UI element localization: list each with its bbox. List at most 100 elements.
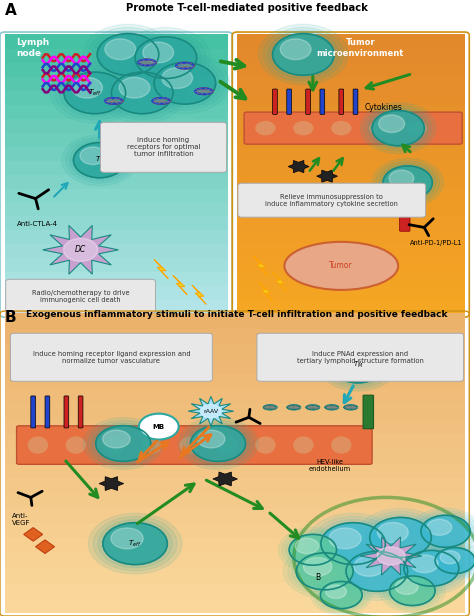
Polygon shape — [273, 272, 287, 291]
Polygon shape — [154, 259, 168, 278]
Circle shape — [383, 166, 432, 199]
FancyBboxPatch shape — [5, 229, 228, 244]
Polygon shape — [99, 477, 124, 490]
FancyBboxPatch shape — [45, 396, 50, 428]
FancyBboxPatch shape — [5, 270, 228, 286]
Text: Lymph
node: Lymph node — [17, 38, 50, 58]
Circle shape — [264, 27, 343, 81]
Polygon shape — [188, 397, 234, 426]
Circle shape — [126, 31, 206, 85]
Circle shape — [390, 576, 435, 606]
Circle shape — [140, 53, 229, 113]
Circle shape — [282, 530, 344, 570]
Circle shape — [337, 352, 365, 370]
FancyBboxPatch shape — [5, 507, 465, 523]
Circle shape — [346, 551, 408, 591]
Circle shape — [386, 573, 438, 608]
Circle shape — [322, 342, 393, 388]
FancyBboxPatch shape — [5, 447, 465, 463]
Circle shape — [62, 135, 137, 185]
Circle shape — [326, 585, 346, 599]
Circle shape — [139, 414, 179, 440]
Circle shape — [154, 62, 216, 104]
Text: Anti-CTLA-4: Anti-CTLA-4 — [17, 221, 57, 227]
Circle shape — [55, 66, 135, 120]
Circle shape — [93, 516, 177, 571]
Circle shape — [377, 547, 405, 565]
FancyBboxPatch shape — [5, 131, 228, 147]
FancyBboxPatch shape — [287, 89, 292, 115]
Circle shape — [292, 550, 357, 593]
Text: $T_{eff}$: $T_{eff}$ — [128, 538, 142, 549]
Circle shape — [268, 31, 339, 78]
FancyBboxPatch shape — [237, 103, 465, 119]
Circle shape — [73, 142, 126, 178]
FancyBboxPatch shape — [237, 187, 465, 203]
FancyBboxPatch shape — [5, 432, 465, 448]
Circle shape — [145, 56, 225, 110]
Circle shape — [413, 511, 474, 552]
Circle shape — [259, 24, 348, 84]
Circle shape — [130, 34, 201, 81]
FancyBboxPatch shape — [237, 270, 465, 286]
Circle shape — [65, 137, 133, 183]
Circle shape — [395, 580, 418, 594]
Ellipse shape — [284, 242, 398, 290]
FancyBboxPatch shape — [17, 426, 372, 464]
FancyBboxPatch shape — [5, 417, 465, 434]
FancyBboxPatch shape — [273, 89, 277, 115]
FancyBboxPatch shape — [320, 89, 325, 115]
Circle shape — [50, 63, 139, 123]
Circle shape — [427, 519, 452, 535]
Circle shape — [396, 545, 467, 591]
Circle shape — [435, 548, 474, 573]
Circle shape — [356, 508, 445, 567]
Text: Induce PNAd expression and
tertiary lymphoid structure formation: Induce PNAd expression and tertiary lymp… — [297, 351, 424, 364]
FancyBboxPatch shape — [5, 567, 465, 583]
Circle shape — [59, 69, 130, 117]
FancyBboxPatch shape — [237, 117, 465, 133]
FancyBboxPatch shape — [237, 243, 465, 258]
FancyBboxPatch shape — [5, 257, 228, 272]
Polygon shape — [36, 540, 55, 553]
FancyBboxPatch shape — [237, 131, 465, 147]
Circle shape — [119, 77, 150, 98]
Circle shape — [318, 339, 398, 391]
Circle shape — [70, 140, 129, 180]
Ellipse shape — [256, 121, 275, 135]
Circle shape — [379, 569, 446, 612]
Circle shape — [111, 72, 173, 114]
FancyBboxPatch shape — [5, 47, 228, 63]
FancyBboxPatch shape — [5, 34, 228, 49]
Circle shape — [80, 147, 106, 164]
FancyBboxPatch shape — [5, 477, 465, 493]
FancyBboxPatch shape — [5, 596, 465, 613]
Text: rAAV: rAAV — [203, 408, 219, 414]
FancyBboxPatch shape — [237, 215, 465, 230]
Circle shape — [417, 513, 474, 549]
Circle shape — [372, 110, 424, 146]
Text: Tumor
microenvironment: Tumor microenvironment — [317, 38, 404, 58]
Circle shape — [316, 519, 390, 568]
Circle shape — [326, 344, 390, 386]
FancyBboxPatch shape — [5, 342, 465, 359]
FancyBboxPatch shape — [363, 395, 374, 429]
Circle shape — [102, 430, 130, 448]
Ellipse shape — [218, 437, 237, 453]
Circle shape — [178, 418, 258, 469]
FancyBboxPatch shape — [10, 333, 212, 381]
Circle shape — [370, 517, 431, 557]
FancyBboxPatch shape — [5, 312, 465, 329]
FancyBboxPatch shape — [237, 145, 465, 161]
Circle shape — [135, 37, 197, 78]
Circle shape — [97, 34, 159, 75]
Ellipse shape — [294, 437, 313, 453]
Ellipse shape — [66, 437, 85, 453]
Circle shape — [105, 39, 136, 60]
Polygon shape — [288, 160, 309, 172]
FancyBboxPatch shape — [339, 89, 344, 115]
FancyBboxPatch shape — [237, 75, 465, 91]
Circle shape — [383, 572, 442, 610]
Circle shape — [88, 513, 182, 574]
FancyBboxPatch shape — [5, 402, 465, 419]
